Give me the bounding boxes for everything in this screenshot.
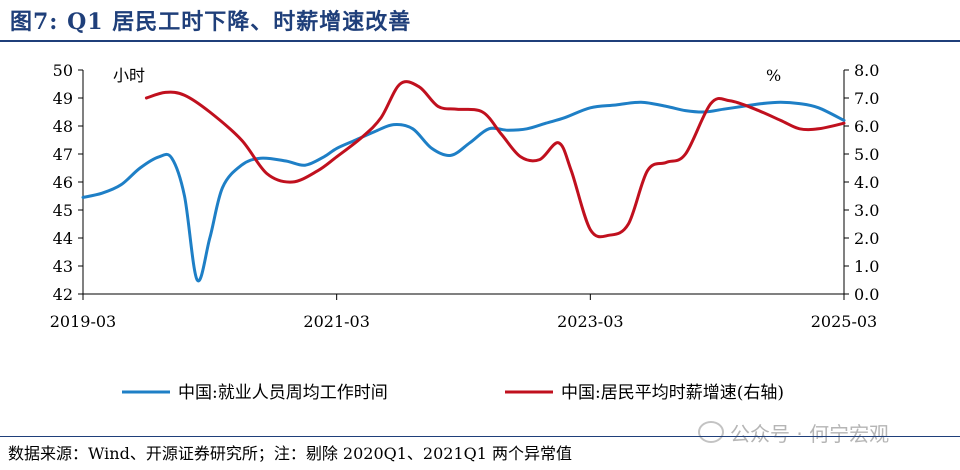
- wechat-icon: [698, 421, 724, 443]
- source-divider: [0, 436, 960, 437]
- x-tick-label: 2019-03: [50, 312, 116, 331]
- series-lines: [81, 80, 846, 283]
- legend-label: 中国:居民平均时薪增速(右轴): [561, 383, 784, 403]
- axes: 42 43 44 45 46 47 48 49 50 0.0 1.0 2.0 3.0 4.0 5.0 6.0 7…: [50, 61, 880, 331]
- y-right-tick-label: 1.0: [854, 257, 879, 276]
- y-right-tick-label: 4.0: [854, 173, 879, 192]
- x-tick-label: 2025-03: [811, 312, 877, 331]
- legend-label: 中国:就业人员周均工作时间: [178, 383, 388, 403]
- y-left-tick-label: 48: [53, 117, 73, 136]
- y-left-tick-label: 49: [53, 89, 73, 108]
- y-left-tick-label: 45: [53, 201, 73, 220]
- watermark-text: 公众号 · 何宁宏观: [730, 422, 890, 446]
- y-right-tick-label: 5.0: [854, 145, 879, 164]
- title-divider: [0, 40, 960, 42]
- y-left-tick-label: 50: [53, 61, 73, 80]
- legend: 中国:就业人员周均工作时间 中国:居民平均时薪增速(右轴): [122, 383, 784, 403]
- y-left-tick-label: 42: [53, 285, 73, 304]
- series-line-wage-growth: [144, 80, 846, 239]
- y-left-tick-label: 44: [53, 229, 73, 248]
- y-right-unit: %: [766, 66, 781, 85]
- y-left-unit: 小时: [113, 66, 145, 85]
- y-right-tick-label: 0.0: [854, 285, 879, 304]
- series-line-work-hours: [81, 100, 846, 283]
- watermark: 公众号 · 何宁宏观: [698, 418, 889, 447]
- y-left-tick-label: 47: [53, 145, 73, 164]
- y-left-tick-label: 43: [53, 257, 73, 276]
- y-right-tick-label: 7.0: [854, 89, 879, 108]
- y-right-tick-label: 6.0: [854, 117, 879, 136]
- y-left-tick-label: 46: [53, 173, 73, 192]
- y-right-tick-label: 8.0: [854, 61, 879, 80]
- source-note: 数据来源：Wind、开源证券研究所；注：剔除 2020Q1、2021Q1 两个异…: [8, 444, 573, 463]
- y-right-tick-label: 3.0: [854, 201, 879, 220]
- x-tick-label: 2021-03: [303, 312, 369, 331]
- chart-title: 图7: Q1 居民工时下降、时薪增速改善: [10, 9, 412, 35]
- y-right-tick-label: 2.0: [854, 229, 879, 248]
- x-tick-label: 2023-03: [557, 312, 623, 331]
